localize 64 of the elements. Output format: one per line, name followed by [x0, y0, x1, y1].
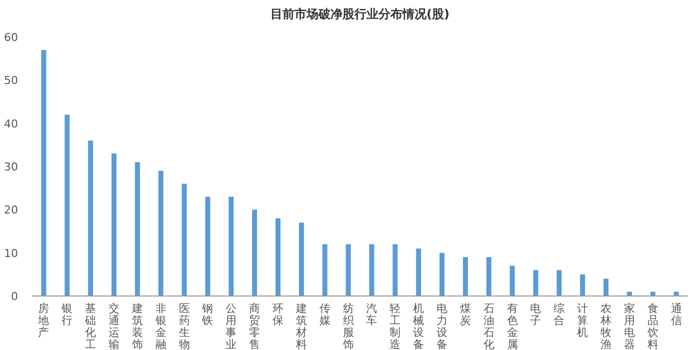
x-tick-label: 机械设备	[413, 302, 424, 350]
x-tick-label: 交通运输	[108, 302, 120, 350]
bar	[580, 274, 586, 296]
x-tick-label: 农林牧渔	[600, 302, 612, 350]
bar	[276, 218, 280, 296]
x-tick-label: 环保	[272, 302, 284, 327]
x-tick-label: 通信	[670, 302, 682, 327]
bar	[674, 292, 679, 296]
x-tick-label: 建筑材料	[294, 302, 307, 350]
x-tick-label: 公用事业	[226, 302, 237, 350]
x-tick-label: 传媒	[319, 302, 330, 327]
bar	[369, 244, 374, 296]
x-tick-label: 家用电器	[624, 302, 635, 350]
bar	[440, 252, 444, 296]
x-tick-label: 非银金融	[154, 302, 166, 350]
x-tick-label: 钢铁	[201, 302, 214, 327]
bar	[252, 210, 258, 296]
bar	[486, 257, 492, 296]
bar	[134, 162, 140, 296]
bar	[158, 170, 164, 296]
x-tick-label: 煤炭	[460, 302, 471, 327]
bar	[182, 184, 187, 296]
x-tick-label: 纺织服饰	[342, 302, 354, 350]
x-tick-label: 电力设备	[436, 302, 448, 350]
bar	[604, 278, 608, 296]
bar	[298, 222, 304, 296]
x-tick-label: 计算机	[577, 302, 588, 339]
bar	[112, 154, 116, 296]
bar	[556, 270, 562, 296]
bar	[205, 196, 210, 296]
x-tick-label: 银行	[60, 302, 73, 327]
bar	[650, 292, 656, 296]
y-tick-label: 30	[4, 160, 18, 174]
y-tick-label: 20	[4, 204, 18, 217]
y-tick-label: 50	[4, 74, 18, 88]
x-tick-label: 食品饮料	[646, 302, 658, 350]
x-tick-label: 石油石化	[483, 302, 494, 350]
y-tick-label: 40	[4, 117, 18, 130]
x-tick-label: 轻工制造	[390, 302, 401, 350]
chart-title: 目前市场破净股行业分布情况(股)	[270, 7, 450, 21]
bar	[462, 257, 468, 296]
bar	[88, 140, 94, 296]
y-tick-label: 60	[4, 31, 18, 44]
bar	[322, 244, 328, 296]
x-tick-label: 房地产	[37, 302, 50, 339]
y-tick-label: 0	[11, 290, 18, 303]
x-tick-label: 医药生物	[178, 302, 190, 350]
y-tick-label: 10	[4, 246, 18, 260]
x-tick-label: 电子	[530, 302, 542, 327]
x-tick-label: 综合	[554, 302, 565, 327]
x-tick-label: 有色金属	[506, 302, 518, 350]
x-tick-label: 建筑装饰	[130, 302, 143, 350]
x-tick-label: 基础化工	[84, 302, 96, 350]
bar	[510, 266, 515, 296]
bar	[392, 244, 398, 296]
x-tick-label: 汽车	[366, 302, 378, 327]
bar	[416, 248, 422, 296]
bar	[533, 270, 538, 296]
x-tick-label: 商贸零售	[249, 302, 260, 350]
bar	[41, 50, 46, 296]
bar	[346, 244, 351, 296]
bar	[228, 196, 234, 296]
bar	[64, 114, 70, 296]
bar	[626, 292, 632, 296]
